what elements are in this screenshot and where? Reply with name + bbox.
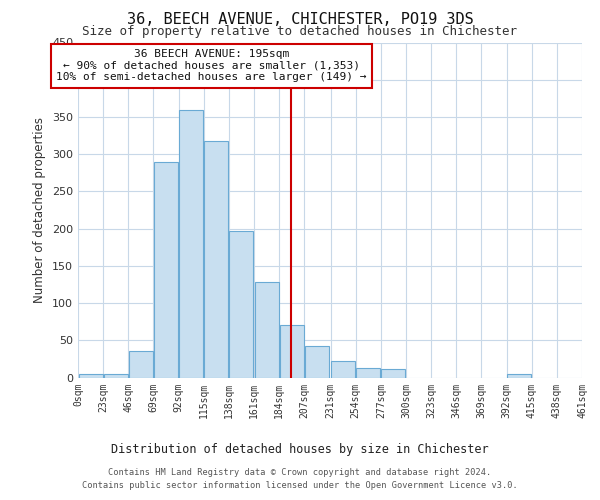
Bar <box>356 368 380 378</box>
Bar <box>305 346 329 378</box>
Bar <box>204 141 229 378</box>
Bar <box>507 374 531 378</box>
Bar <box>129 352 153 378</box>
Bar <box>104 374 128 378</box>
Bar <box>79 374 103 378</box>
Text: 36 BEECH AVENUE: 195sqm
← 90% of detached houses are smaller (1,353)
10% of semi: 36 BEECH AVENUE: 195sqm ← 90% of detache… <box>56 49 367 82</box>
Y-axis label: Number of detached properties: Number of detached properties <box>34 117 46 303</box>
Bar <box>331 361 355 378</box>
Bar <box>280 326 304 378</box>
Bar <box>382 368 406 378</box>
Bar <box>229 231 253 378</box>
Text: Distribution of detached houses by size in Chichester: Distribution of detached houses by size … <box>111 442 489 456</box>
Text: 36, BEECH AVENUE, CHICHESTER, PO19 3DS: 36, BEECH AVENUE, CHICHESTER, PO19 3DS <box>127 12 473 28</box>
Bar <box>179 110 203 378</box>
Text: Size of property relative to detached houses in Chichester: Size of property relative to detached ho… <box>83 25 517 38</box>
Bar <box>154 162 178 378</box>
Bar <box>254 282 278 378</box>
Text: Contains HM Land Registry data © Crown copyright and database right 2024.
Contai: Contains HM Land Registry data © Crown c… <box>82 468 518 490</box>
